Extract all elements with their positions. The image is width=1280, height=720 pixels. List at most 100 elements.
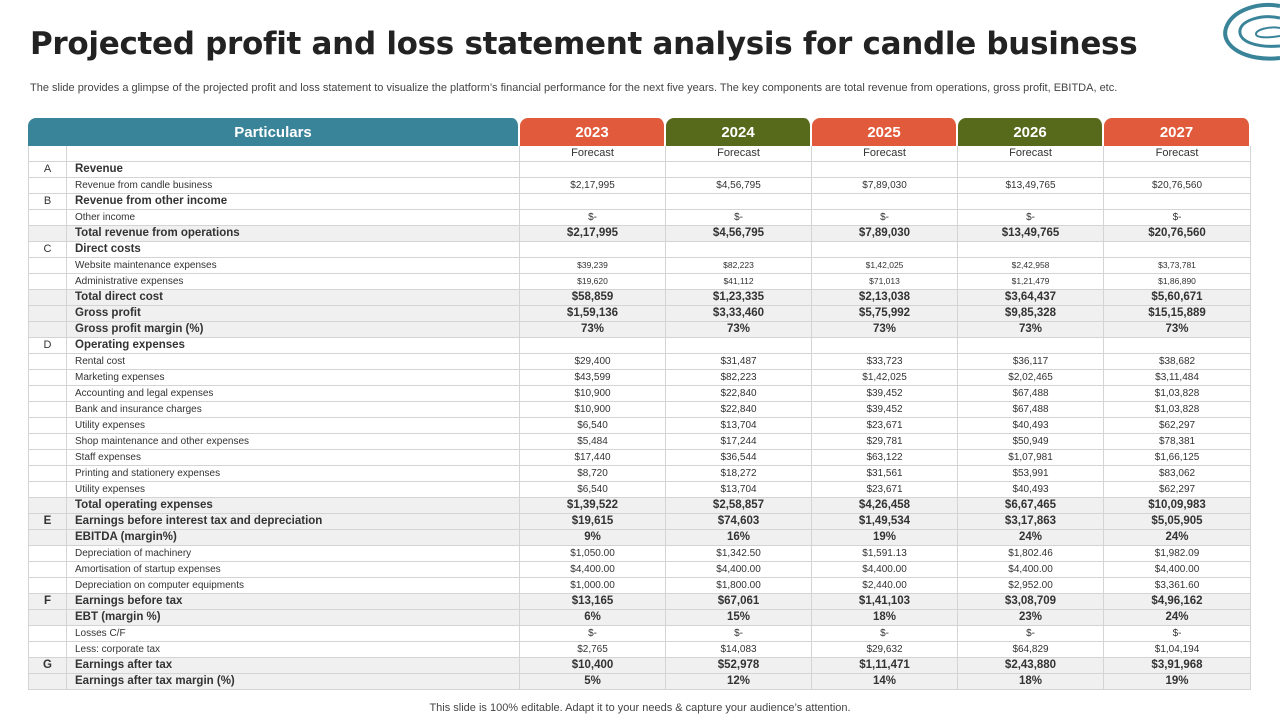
row-value: $1,07,981: [958, 450, 1105, 466]
row-value: $5,75,992: [812, 306, 959, 322]
row-value: $1,66,125: [1104, 450, 1252, 466]
row-code: [28, 578, 67, 594]
row-value: $1,03,828: [1104, 402, 1252, 418]
row-value: [958, 194, 1105, 210]
pl-table: Particulars 2023 2024 2025 2026 2027 For…: [28, 118, 1252, 690]
row-value: $58,859: [520, 290, 667, 306]
row-value: $1,11,471: [812, 658, 959, 674]
row-value: $10,900: [520, 402, 667, 418]
row-value: $63,122: [812, 450, 959, 466]
row-code: [28, 322, 67, 338]
row-code: C: [28, 242, 67, 258]
row-value: $4,56,795: [666, 178, 813, 194]
row-value: $1,800.00: [666, 578, 813, 594]
table-body: Forecast Forecast Forecast Forecast Forecast…: [28, 146, 1252, 690]
row-value: $20,76,560: [1104, 178, 1252, 194]
row-code: [28, 354, 67, 370]
row-label: Earnings after tax margin (%): [67, 674, 521, 690]
row-value: $53,991: [958, 466, 1105, 482]
row-label: Total revenue from operations: [67, 226, 521, 242]
row-code: [28, 610, 67, 626]
row-code: [28, 386, 67, 402]
row-value: [520, 242, 667, 258]
row-value: $1,86,890: [1104, 274, 1252, 290]
table-row: D Operating expenses: [28, 338, 1252, 354]
header-year: 2027: [1104, 118, 1252, 146]
row-label: Earnings before interest tax and depreci…: [67, 514, 521, 530]
row-value: $2,42,958: [958, 258, 1105, 274]
header-year: 2023: [520, 118, 667, 146]
row-code: [28, 674, 67, 690]
row-value: $67,061: [666, 594, 813, 610]
row-value: $39,239: [520, 258, 667, 274]
row-value: $1,03,828: [1104, 386, 1252, 402]
row-value: 15%: [666, 610, 813, 626]
table-row: Utility expenses $6,540 $13,704 $23,671 $40,…: [28, 482, 1252, 498]
row-value: $2,765: [520, 642, 667, 658]
table-row: Gross profit margin (%) 73% 73% 73% 73% 73%: [28, 322, 1252, 338]
row-value: $4,56,795: [666, 226, 813, 242]
table-row: Revenue from candle business $2,17,995 $4,…: [28, 178, 1252, 194]
row-code: [28, 498, 67, 514]
row-value: $2,440.00: [812, 578, 959, 594]
row-value: Forecast: [666, 146, 813, 162]
row-value: $3,33,460: [666, 306, 813, 322]
table-row: E Earnings before interest tax and deprec…: [28, 514, 1252, 530]
table-row: Total operating expenses $1,39,522 $2,58,8…: [28, 498, 1252, 514]
row-label: Revenue from other income: [67, 194, 521, 210]
row-value: $38,682: [1104, 354, 1252, 370]
row-code: [28, 482, 67, 498]
table-row: Printing and stationery expenses $8,720 $1…: [28, 466, 1252, 482]
row-value: [958, 338, 1105, 354]
row-value: $43,599: [520, 370, 667, 386]
row-label: Earnings before tax: [67, 594, 521, 610]
row-label: Rental cost: [67, 354, 521, 370]
row-value: $13,49,765: [958, 226, 1105, 242]
row-value: $67,488: [958, 386, 1105, 402]
row-value: $13,49,765: [958, 178, 1105, 194]
row-value: [958, 162, 1105, 178]
row-value: $74,603: [666, 514, 813, 530]
row-label: Staff expenses: [67, 450, 521, 466]
header-year: 2024: [666, 118, 813, 146]
row-value: $2,58,857: [666, 498, 813, 514]
row-value: 18%: [812, 610, 959, 626]
row-value: $18,272: [666, 466, 813, 482]
row-code: [28, 418, 67, 434]
row-value: [1104, 338, 1252, 354]
row-value: $2,17,995: [520, 178, 667, 194]
row-value: $41,112: [666, 274, 813, 290]
row-value: $9,85,328: [958, 306, 1105, 322]
row-code: [28, 626, 67, 642]
row-code: F: [28, 594, 67, 610]
row-value: 19%: [1104, 674, 1252, 690]
row-label: Marketing expenses: [67, 370, 521, 386]
row-value: $71,013: [812, 274, 959, 290]
row-label: Direct costs: [67, 242, 521, 258]
table-row: C Direct costs: [28, 242, 1252, 258]
table-row: Amortisation of startup expenses $4,400.0…: [28, 562, 1252, 578]
table-row: Losses C/F $- $- $- $- $-: [28, 626, 1252, 642]
table-row: Depreciation on computer equipments $1,00…: [28, 578, 1252, 594]
row-value: $4,400.00: [666, 562, 813, 578]
slide-subtitle: The slide provides a glimpse of the proj…: [30, 82, 1118, 94]
row-value: $19,615: [520, 514, 667, 530]
row-value: $1,342.50: [666, 546, 813, 562]
row-value: $1,982.09: [1104, 546, 1252, 562]
row-label: [67, 146, 521, 162]
row-value: $1,49,534: [812, 514, 959, 530]
row-value: $4,400.00: [1104, 562, 1252, 578]
row-value: $3,91,968: [1104, 658, 1252, 674]
row-value: 14%: [812, 674, 959, 690]
row-code: [28, 290, 67, 306]
table-row: Utility expenses $6,540 $13,704 $23,671 $40,…: [28, 418, 1252, 434]
row-value: [666, 242, 813, 258]
row-label: Revenue: [67, 162, 521, 178]
row-code: [28, 402, 67, 418]
row-value: 73%: [520, 322, 667, 338]
row-value: $13,704: [666, 418, 813, 434]
row-code: [28, 370, 67, 386]
row-value: $3,11,484: [1104, 370, 1252, 386]
row-value: $5,484: [520, 434, 667, 450]
row-value: $1,21,479: [958, 274, 1105, 290]
